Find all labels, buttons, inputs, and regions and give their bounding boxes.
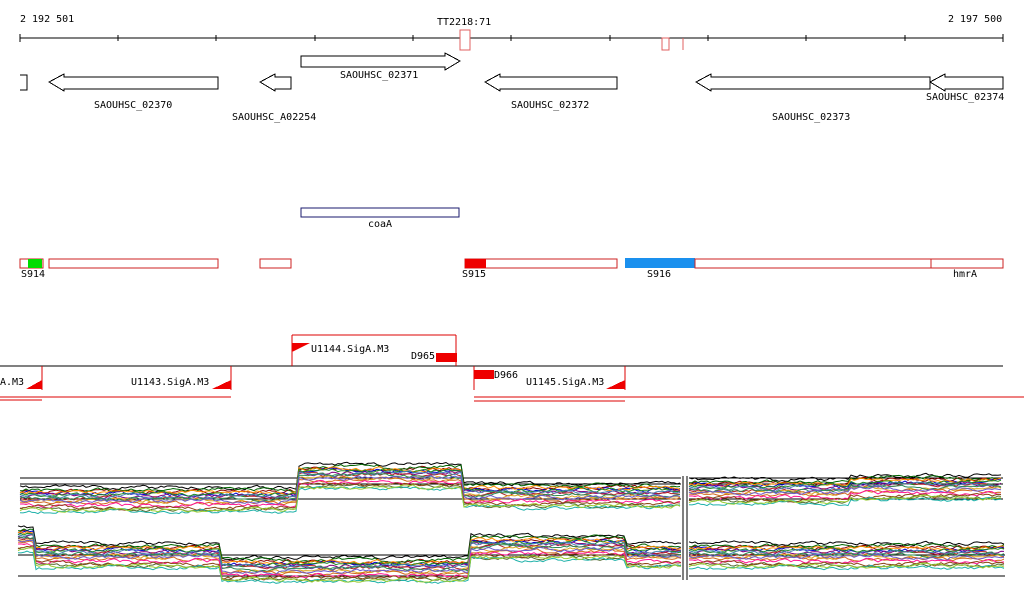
expression-trace-top-right	[688, 488, 1002, 497]
segment-s916[interactable]	[625, 258, 695, 268]
gene-label-a02254[interactable]: SAOUHSC_A02254	[232, 112, 317, 123]
ruler-start-label: 2 192 501	[20, 14, 75, 25]
expression-trace-bottom-left	[17, 530, 682, 566]
expression-trace-top-right	[688, 479, 1002, 490]
gene-02370[interactable]	[47, 73, 219, 92]
expression-trace-top-left	[19, 466, 681, 496]
expression-trace-top-right	[688, 481, 1002, 492]
gene-02371[interactable]	[300, 52, 462, 71]
expression-trace-top-left	[19, 461, 681, 491]
ruler-end-label: 2 197 500	[948, 14, 1003, 25]
segment-s915[interactable]	[465, 259, 486, 268]
expression-trace-top-right	[688, 485, 1002, 496]
gene-02374[interactable]	[928, 73, 1004, 92]
expression-trace-top-right	[688, 481, 1002, 492]
segment-hmra[interactable]	[930, 258, 1004, 269]
expression-trace-top-right	[688, 483, 1002, 494]
segment-outline-1[interactable]	[48, 258, 219, 269]
expression-trace-top-left	[19, 463, 681, 493]
expression-trace-top-right	[688, 472, 1002, 482]
annotation-coaA[interactable]	[300, 207, 460, 218]
expression-panels	[17, 461, 1005, 584]
gene-label-02374[interactable]: SAOUHSC_02374	[926, 92, 1005, 103]
ruler-marker	[459, 29, 684, 51]
transcript-label-u1145[interactable]: U1145.SigA.M3	[526, 377, 605, 388]
transcript-u1144-start[interactable]	[292, 343, 310, 352]
ruler	[19, 34, 1004, 42]
expression-trace-top-left	[19, 481, 681, 511]
gene-02372[interactable]	[483, 73, 618, 92]
expression-trace-top-left	[19, 479, 681, 509]
expression-trace-bottom-left	[17, 539, 682, 575]
expression-trace-top-left	[19, 474, 681, 505]
segment-label-hmra[interactable]: hmrA	[953, 269, 978, 280]
expression-trace-bottom-right	[688, 553, 1005, 561]
annotation-label-coaA[interactable]: coaA	[368, 219, 393, 230]
segment-label-s916[interactable]: S916	[647, 269, 672, 280]
expression-trace-bottom-right	[688, 545, 1005, 552]
segment-outline-3[interactable]	[694, 258, 932, 269]
expression-trace-bottom-right	[688, 557, 1005, 565]
expression-trace-bottom-right	[688, 544, 1005, 551]
gene-label-02372[interactable]: SAOUHSC_02372	[511, 100, 590, 111]
expression-trace-bottom-right	[688, 546, 1005, 554]
ruler-marker-label: TT2218:71	[437, 17, 492, 28]
gene-partial-left[interactable]	[20, 74, 28, 91]
expression-trace-bottom-left	[17, 547, 682, 583]
segment-track	[19, 258, 1004, 269]
expression-trace-bottom-right	[688, 562, 1005, 569]
segment-label-s914[interactable]: S914	[21, 269, 46, 280]
expression-trace-top-right	[688, 496, 1002, 507]
transcript-d966[interactable]	[474, 370, 494, 379]
gene-02373[interactable]	[694, 73, 931, 92]
transcript-am3-start[interactable]	[26, 380, 42, 389]
expression-trace-top-right	[688, 492, 1002, 503]
transcript-label-am3[interactable]: A.M3	[0, 377, 25, 388]
expression-trace-bottom-left	[17, 525, 682, 561]
expression-trace-bottom-right	[688, 540, 1005, 547]
expression-trace-top-left	[19, 472, 681, 502]
segment-outline-2[interactable]	[259, 258, 292, 269]
expression-trace-bottom-left	[17, 540, 682, 576]
segment-label-s915[interactable]: S915	[462, 269, 487, 280]
expression-trace-top-right	[688, 494, 1002, 505]
transcript-label-d965[interactable]: D965	[411, 351, 436, 362]
gene-track	[20, 52, 1004, 92]
expression-trace-bottom-left	[17, 545, 682, 581]
gene-a02254[interactable]	[258, 73, 292, 92]
transcript-track	[0, 334, 1024, 402]
expression-trace-top-right	[688, 477, 1002, 487]
gene-label-02370[interactable]: SAOUHSC_02370	[94, 100, 173, 111]
expression-trace-top-left	[19, 472, 681, 503]
expression-trace-bottom-left	[17, 539, 682, 575]
expression-trace-bottom-right	[688, 551, 1005, 559]
transcript-u1143-start[interactable]	[212, 380, 231, 389]
transcript-u1145-start[interactable]	[606, 380, 625, 389]
gene-label-02373[interactable]: SAOUHSC_02373	[772, 112, 851, 123]
expression-trace-top-left	[19, 484, 681, 513]
transcript-d965[interactable]	[436, 353, 457, 362]
expression-trace-bottom-right	[688, 564, 1005, 571]
expression-trace-bottom-left	[17, 536, 682, 573]
segment-s915-outline[interactable]	[464, 258, 618, 269]
gene-label-02371[interactable]: SAOUHSC_02371	[340, 70, 419, 81]
transcript-label-u1143[interactable]: U1143.SigA.M3	[131, 377, 210, 388]
expression-trace-top-right	[688, 489, 1002, 501]
expression-trace-top-left	[19, 475, 681, 504]
expression-trace-bottom-left	[17, 528, 682, 563]
transcript-label-d966[interactable]: D966	[494, 370, 519, 381]
transcript-label-u1144[interactable]: U1144.SigA.M3	[311, 344, 390, 355]
expression-trace-bottom-left	[17, 543, 682, 579]
expression-trace-bottom-right	[688, 559, 1005, 567]
